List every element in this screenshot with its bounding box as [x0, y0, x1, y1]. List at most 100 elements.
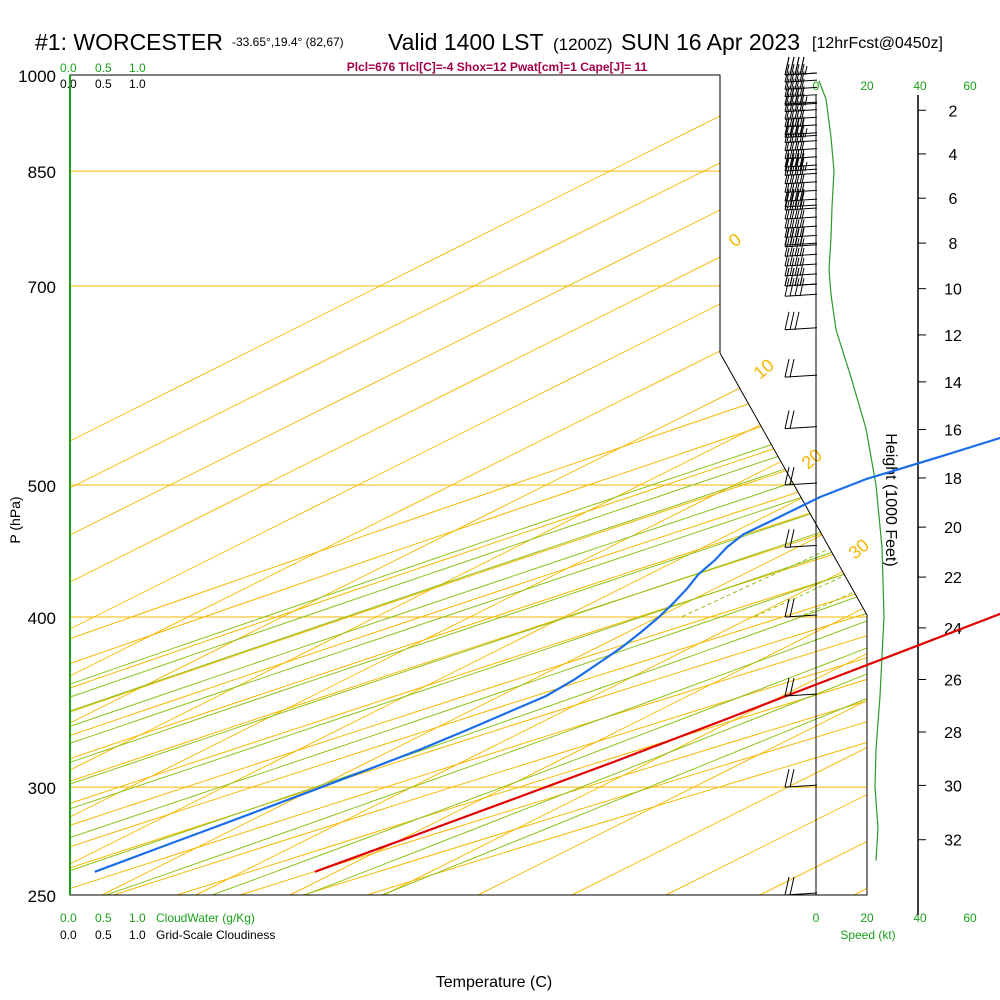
speed-scale-bottom-2: 40: [913, 911, 927, 925]
speed-axis-label: Speed (kt): [840, 928, 895, 942]
height-label: 32: [944, 833, 962, 850]
isotherm-line: [70, 75, 867, 895]
wind-barb-flag: [789, 410, 795, 429]
wind-barb: [784, 466, 818, 486]
wind-barb-flag: [799, 78, 805, 97]
wind-barb: [784, 598, 818, 618]
wind-barb-flag: [784, 769, 790, 788]
height-label: 6: [949, 191, 958, 208]
wind-barb: [784, 876, 818, 896]
pressure-label: 250: [28, 887, 56, 906]
wind-barb-flag: [799, 228, 805, 247]
wind-barb-flag: [794, 101, 800, 120]
isotherm-line: [70, 75, 867, 895]
pressure-label: 700: [28, 278, 56, 297]
station-name: #1: WORCESTER: [35, 29, 223, 55]
wind-barb-flag: [794, 64, 800, 83]
moist-adiabat-line: [70, 75, 867, 895]
wind-barb: [784, 257, 818, 277]
wind-barb: [784, 108, 818, 128]
height-label: 4: [949, 147, 958, 164]
isotherm-line: [70, 75, 867, 895]
wind-barb-flag: [784, 56, 790, 76]
speed-scale-bottom-3: 60: [963, 911, 977, 925]
pressure-label: 300: [28, 779, 56, 798]
wind-barb-flag: [799, 278, 805, 297]
wind-barb-flag: [794, 209, 800, 229]
wind-barb-flag: [799, 182, 805, 202]
wind-barb-flag: [794, 247, 800, 267]
dry-adiabat-line: [70, 75, 867, 895]
wind-barb-flag: [794, 278, 800, 297]
speed-scale-bottom-1: 20: [860, 911, 874, 925]
wind-barb: [784, 769, 818, 788]
wind-barb: [784, 71, 818, 90]
wind-barb-flag: [789, 174, 795, 193]
wind-barb: [784, 64, 818, 83]
cloud-scale-bottom-green-1: 0.5: [95, 911, 112, 925]
grid-cloudiness-label: Grid-Scale Cloudiness: [156, 928, 275, 942]
dry-adiabat-line: [70, 75, 867, 895]
wind-barb: [784, 200, 818, 220]
cloud-scale-bottom-black-2: 1.0: [129, 928, 146, 942]
wind-barb-flag: [784, 174, 790, 193]
wind-barb-flag: [799, 119, 805, 138]
wind-barb: [784, 182, 818, 202]
height-label: 28: [944, 725, 962, 742]
wind-barb-flag: [799, 140, 805, 159]
wind-barb-flag: [789, 56, 795, 76]
speed-scale-top-0: 0: [813, 79, 820, 93]
wind-barb-flag: [784, 78, 790, 97]
wind-barb-flag: [789, 257, 795, 277]
wind-barb: [784, 124, 818, 144]
wind-barb-flag: [789, 466, 795, 486]
wind-barb-flag: [799, 124, 805, 143]
pressure-label: 500: [28, 477, 56, 496]
wind-barb-flag: [784, 165, 790, 184]
cloud-scale-top-green-0: 0.0: [60, 61, 77, 75]
x-axis-title: Temperature (C): [436, 974, 552, 991]
wind-barb-flag: [794, 148, 800, 168]
dry-adiabat-line: [70, 75, 867, 895]
moist-adiabat-line: [70, 75, 867, 895]
wind-barb: [784, 677, 818, 697]
wind-barb-flag: [799, 148, 805, 168]
wind-barb-flag: [784, 598, 790, 618]
wind-barb-flag: [799, 108, 805, 128]
wind-barb-flag: [789, 148, 795, 168]
isotherm-line: [571, 75, 867, 895]
cloud-scale-top-green-2: 1.0: [129, 61, 146, 75]
wind-barb-flag: [794, 153, 800, 172]
wind-barb-flag: [794, 219, 800, 238]
wind-barb-flag: [799, 219, 805, 238]
isotherm-line: [70, 75, 803, 895]
wind-barb-flag: [799, 132, 805, 151]
wind-barb-flag: [789, 769, 795, 788]
cloud-scale-bottom-black-0: 0.0: [60, 928, 77, 942]
wind-barb: [784, 116, 818, 136]
utc-time: (1200Z): [553, 35, 613, 54]
wind-barb-flag: [799, 71, 805, 90]
wind-barb-flag: [789, 238, 795, 257]
moist-adiabat-line: [145, 75, 867, 895]
wind-barb-flag: [799, 209, 805, 229]
wind-barb-flag: [784, 410, 790, 429]
pressure-label: 850: [28, 163, 56, 182]
wind-barb-flag: [784, 257, 790, 277]
wind-barb-flag: [789, 85, 795, 105]
cloud-scale-bottom-green-2: 1.0: [129, 911, 146, 925]
wind-barb-flag: [799, 188, 805, 208]
wind-barb-flag: [794, 174, 800, 193]
wind-barb-flag: [799, 257, 805, 277]
wind-barb-flag: [789, 247, 795, 267]
dry-adiabat-line: [70, 75, 867, 895]
wind-barb-flag: [794, 132, 800, 151]
dry-adiabat-line: [70, 75, 867, 895]
wind-barb: [784, 247, 818, 267]
cloud-scale-top-black-1: 0.5: [95, 77, 112, 91]
wind-barb: [784, 85, 818, 105]
speed-scale-top-3: 60: [963, 79, 977, 93]
wind-barb-flag: [784, 101, 790, 120]
height-label: 8: [949, 236, 958, 253]
wind-barb-flag: [794, 191, 800, 211]
